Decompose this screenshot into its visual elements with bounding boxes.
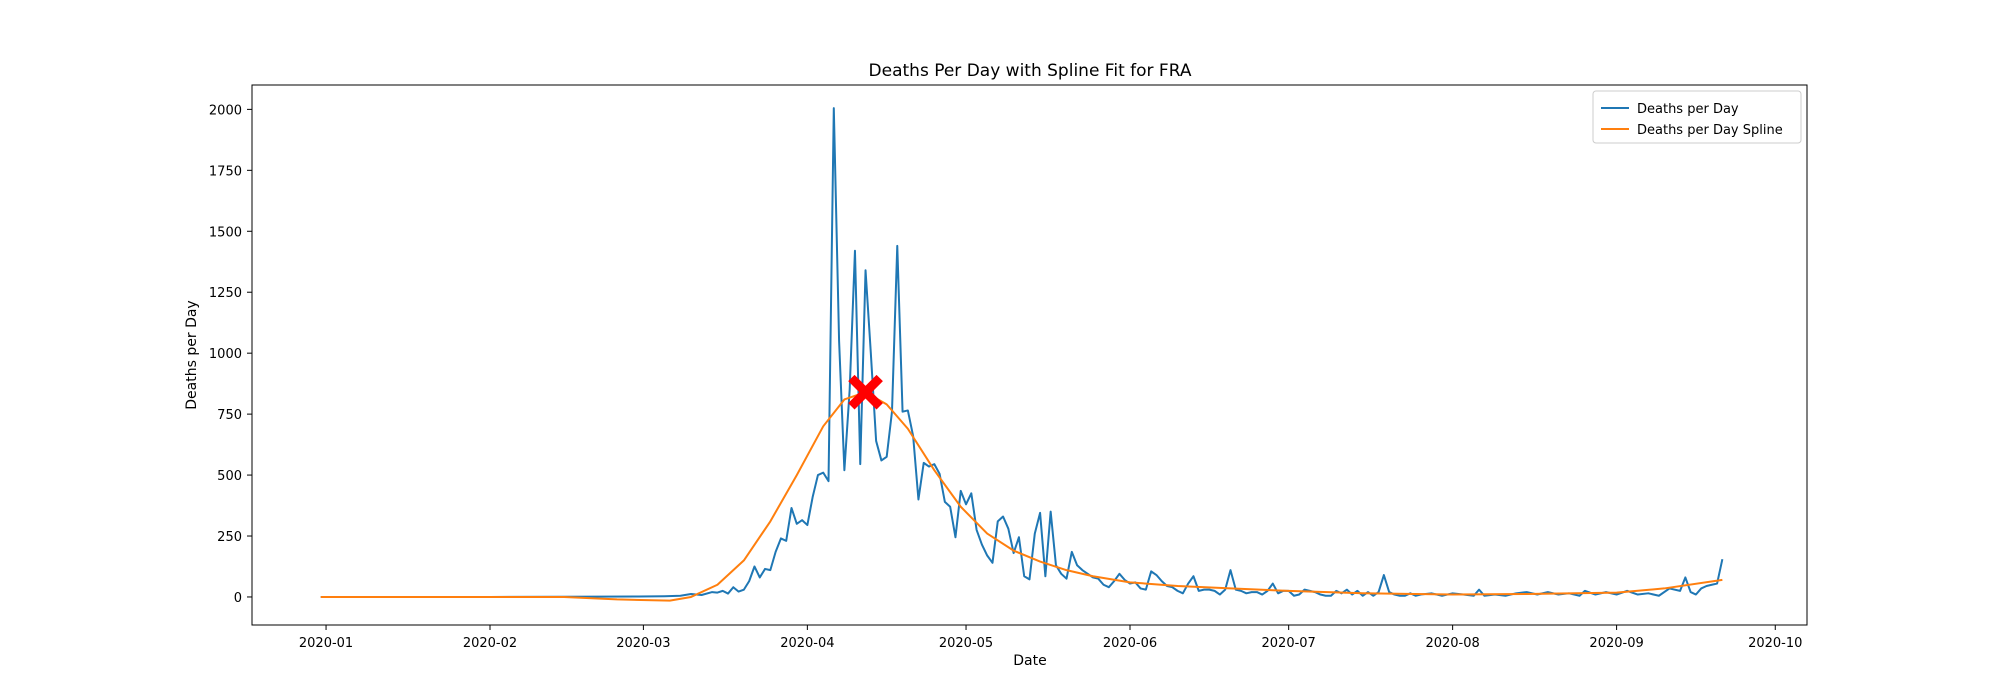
peak-marker-shape [848,374,883,410]
series-line-deaths-per-day-spline [320,391,1723,602]
y-axis: 0 250 500 750 1000 1250 1500 1750 2000 [209,103,252,606]
x-tick-label: 2020-04 [780,636,834,651]
legend-label: Deaths per Day [1637,102,1739,117]
x-tick-label: 2020-06 [1103,636,1157,651]
peak-marker [848,374,883,410]
y-tick-label: 2000 [209,103,242,118]
x-tick-label: 2020-03 [616,636,670,651]
y-tick-label: 1500 [209,225,242,240]
y-tick-label: 1250 [209,286,242,301]
x-tick-label: 2020-01 [299,636,353,651]
x-tick-label: 2020-02 [463,636,517,651]
legend: Deaths per Day Deaths per Day Spline [1592,90,1802,144]
x-axis: 2020-01 2020-02 2020-03 2020-04 2020-05 2020-… [299,625,1802,651]
x-tick-label: 2020-08 [1425,636,1479,651]
legend-label: Deaths per Day Spline [1637,123,1783,138]
y-tick-label: 250 [217,530,242,545]
legend-box [1592,90,1802,144]
x-tick-label: 2020-07 [1262,636,1316,651]
marker-layer [848,374,883,410]
plot-area [320,107,1724,602]
y-tick-label: 1000 [209,347,242,362]
y-tick-label: 750 [217,408,242,423]
y-tick-label: 0 [234,591,242,606]
x-axis-title: Date [1013,653,1046,669]
chart-title: Deaths Per Day with Spline Fit for FRA [869,61,1192,81]
x-tick-label: 2020-10 [1748,636,1802,651]
plot-frame [251,84,1808,626]
y-tick-label: 1750 [209,164,242,179]
y-tick-label: 500 [217,469,242,484]
x-tick-label: 2020-09 [1589,636,1643,651]
y-axis-title: Deaths per Day [184,300,200,409]
series-layer [320,107,1724,602]
x-tick-label: 2020-05 [939,636,993,651]
